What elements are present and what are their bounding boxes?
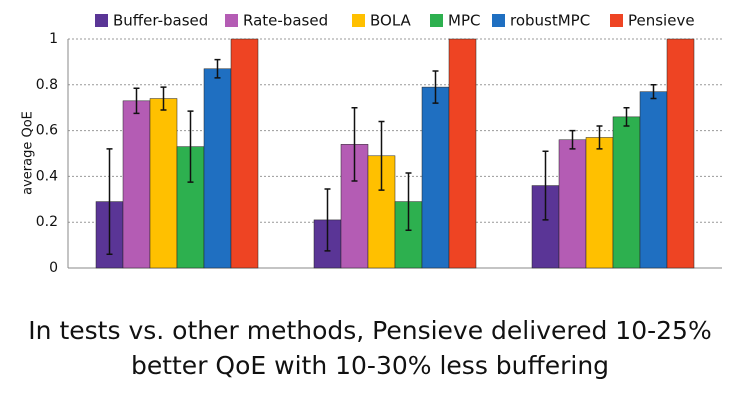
legend-swatch bbox=[492, 14, 505, 27]
y-tick-label: 0 bbox=[49, 260, 58, 276]
bar bbox=[639, 91, 668, 269]
y-tick-label: 1 bbox=[49, 31, 58, 47]
y-tick-label: 0.4 bbox=[36, 168, 58, 184]
error-bar bbox=[650, 84, 657, 100]
y-tick-label: 0.8 bbox=[36, 77, 58, 93]
error-bar bbox=[569, 129, 576, 150]
bar bbox=[122, 100, 151, 269]
bar bbox=[666, 38, 695, 269]
legend-label: Rate-based bbox=[243, 12, 328, 30]
bar bbox=[558, 139, 587, 269]
error-bar bbox=[106, 148, 113, 256]
legend-swatch bbox=[225, 14, 238, 27]
bar bbox=[585, 137, 614, 269]
legend-label: Pensieve bbox=[628, 12, 695, 30]
error-bar bbox=[378, 120, 385, 191]
error-bar bbox=[324, 188, 331, 252]
error-bar bbox=[133, 87, 140, 115]
bar bbox=[149, 98, 178, 269]
bar bbox=[203, 68, 232, 269]
error-bar bbox=[542, 150, 549, 221]
legend-label: MPC bbox=[448, 12, 480, 30]
error-bar bbox=[187, 110, 194, 183]
legend-swatch bbox=[95, 14, 108, 27]
error-bar bbox=[405, 172, 412, 231]
error-bar bbox=[432, 70, 439, 104]
error-bar bbox=[160, 86, 167, 111]
bar bbox=[421, 86, 450, 269]
y-tick-label: 0.2 bbox=[36, 214, 58, 230]
error-bar bbox=[596, 125, 603, 150]
y-tick-label: 0.6 bbox=[36, 123, 58, 139]
legend-swatch bbox=[430, 14, 443, 27]
error-bar bbox=[623, 106, 630, 127]
legend-label: robustMPC bbox=[510, 12, 590, 30]
legend-label: BOLA bbox=[370, 12, 412, 30]
legend-label: Buffer-based bbox=[113, 12, 208, 30]
bar bbox=[230, 38, 259, 269]
bar bbox=[448, 38, 477, 269]
error-bar bbox=[351, 106, 358, 182]
bar bbox=[612, 116, 641, 269]
y-axis-label: average QoE bbox=[21, 111, 36, 195]
caption: better QoE with 10-30% less buffering bbox=[131, 351, 609, 380]
caption: In tests vs. other methods, Pensieve del… bbox=[28, 316, 711, 345]
legend-swatch bbox=[610, 14, 623, 27]
legend-swatch bbox=[352, 14, 365, 27]
error-bar bbox=[214, 58, 221, 79]
